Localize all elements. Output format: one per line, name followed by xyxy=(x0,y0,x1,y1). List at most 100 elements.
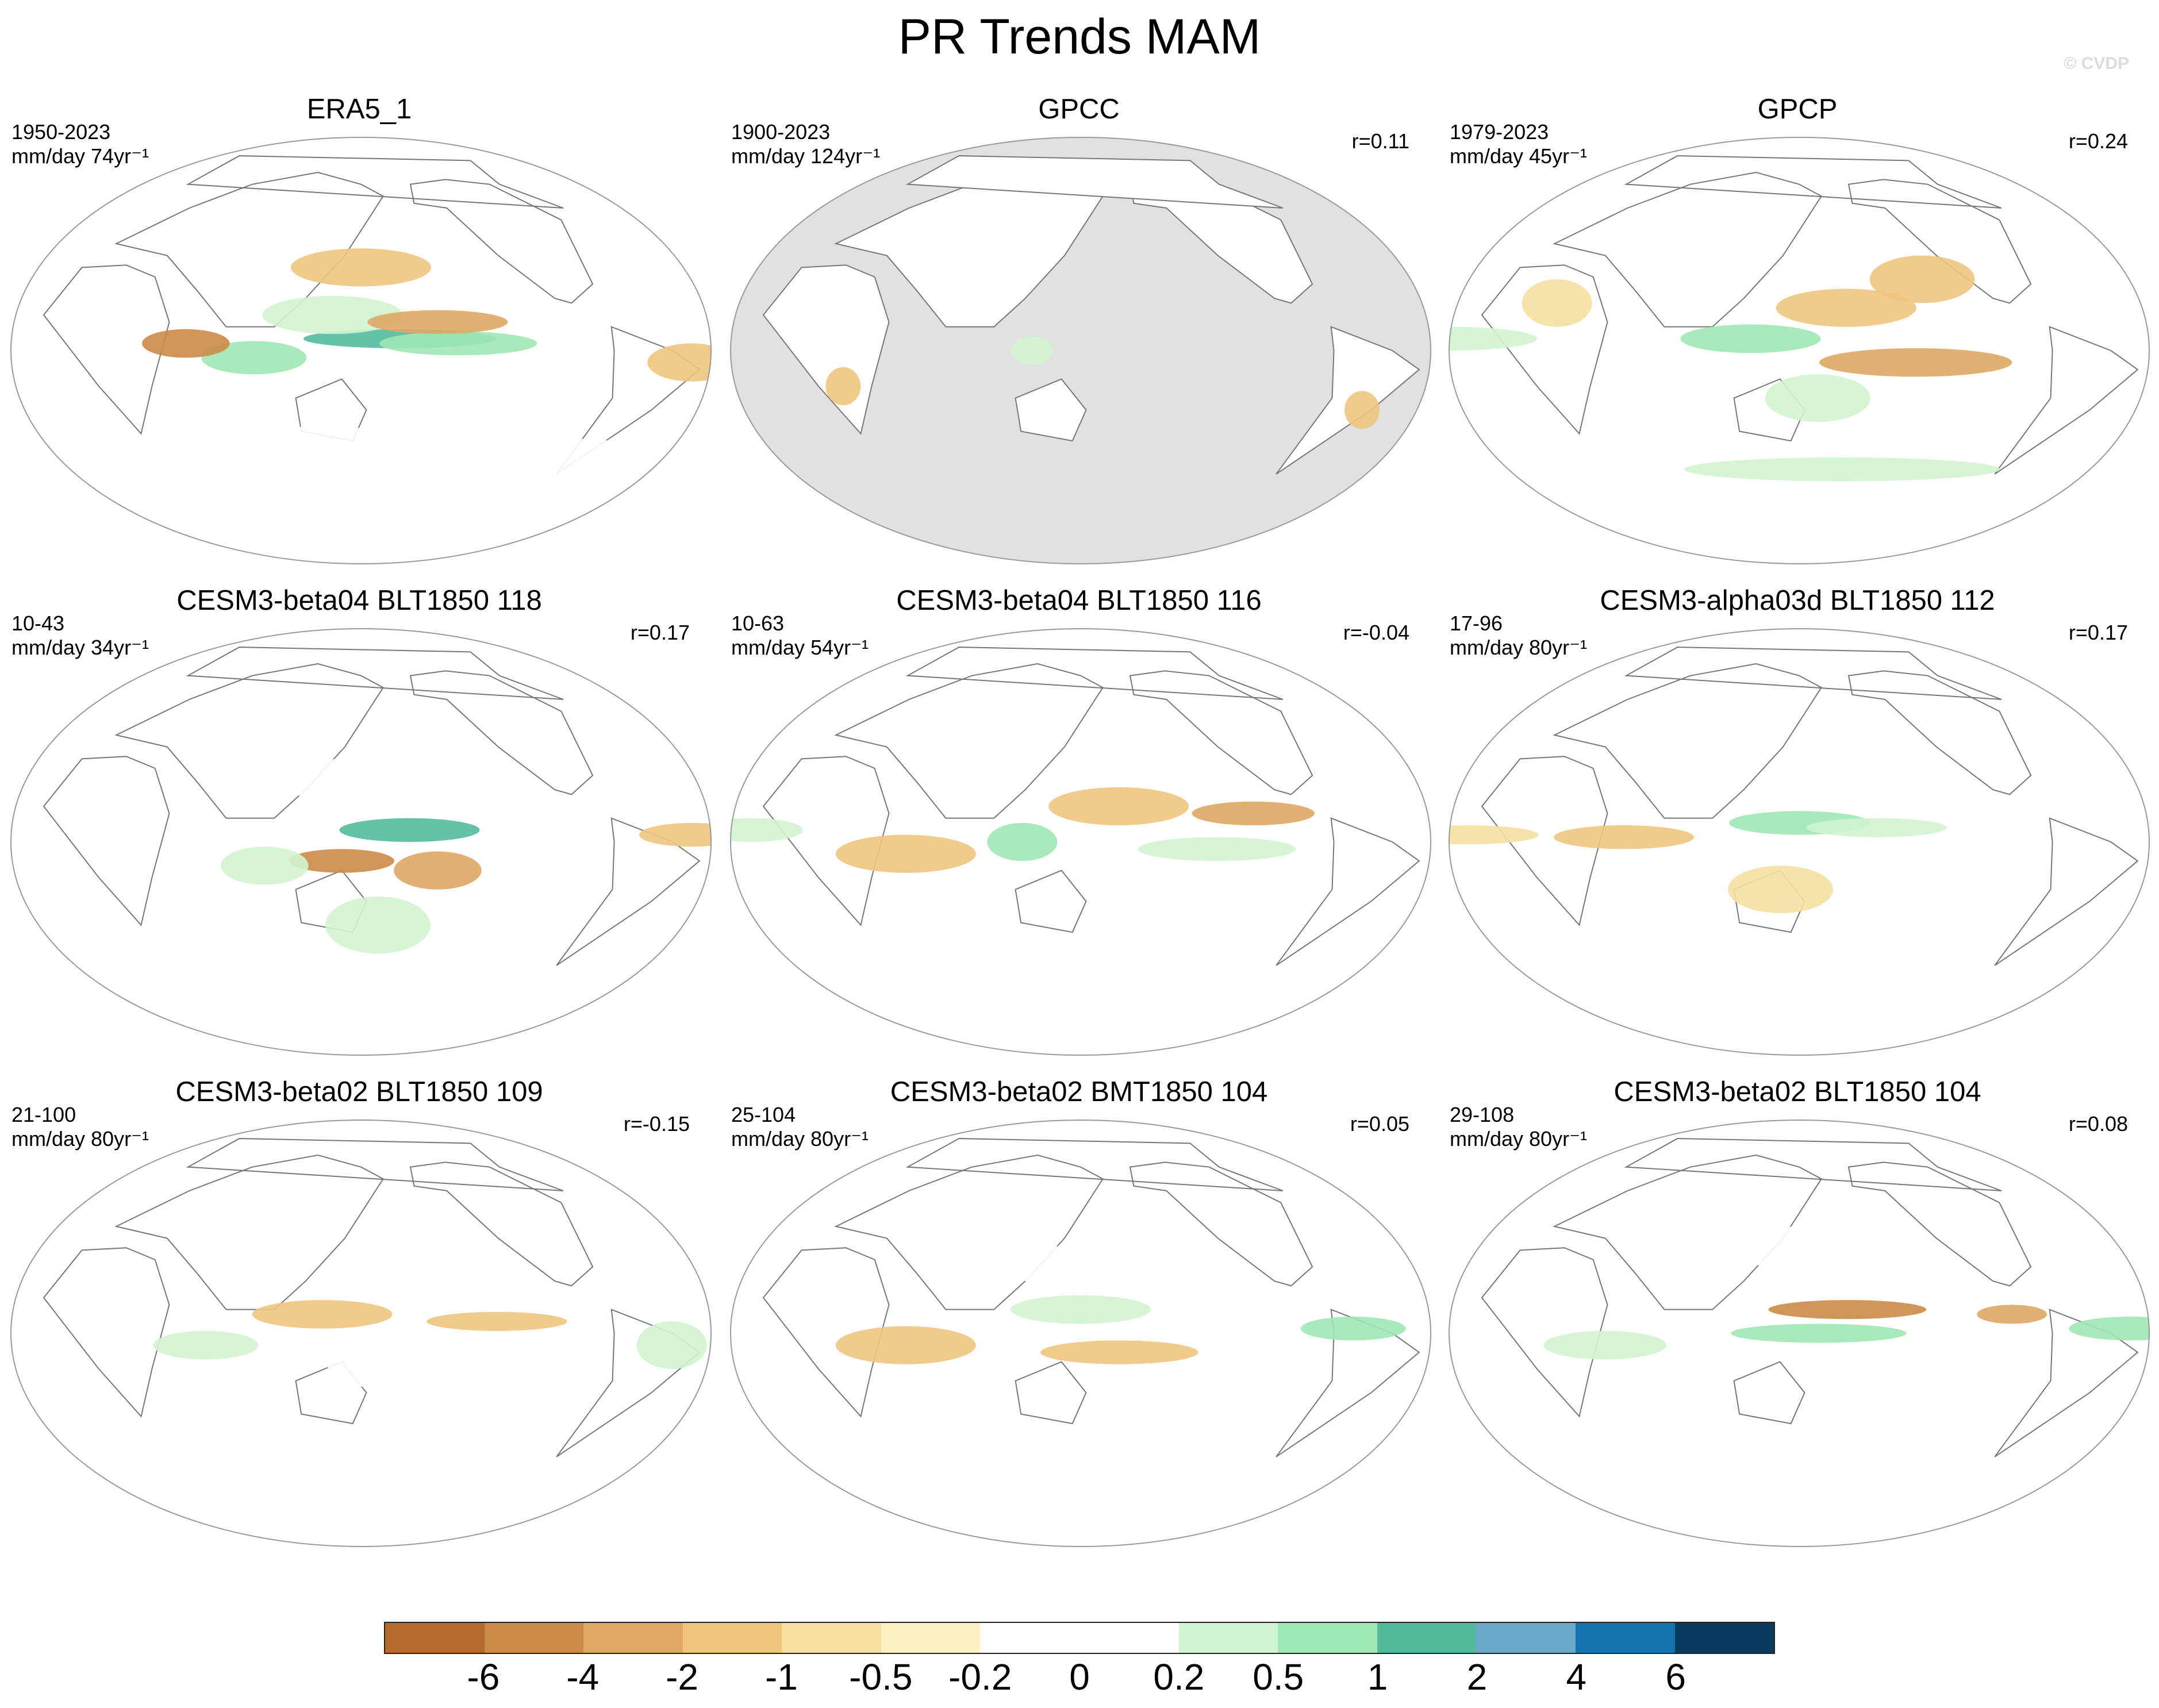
panel-correlation: r=0.05 xyxy=(1350,1112,1409,1136)
map-field xyxy=(730,628,1431,1056)
colorbar-box xyxy=(1178,1623,1278,1653)
panel-units: mm/day 34yr⁻¹ xyxy=(11,636,149,659)
continent-outline xyxy=(1276,1309,1420,1457)
trend-anomaly xyxy=(1680,324,1821,353)
continent-outline xyxy=(409,670,594,795)
colorbar-box xyxy=(1674,1623,1774,1653)
colorbar-tick-label: -0.2 xyxy=(948,1656,1012,1698)
trend-anomaly xyxy=(291,248,431,287)
trend-anomaly xyxy=(1449,825,1539,845)
map-field xyxy=(1449,137,2150,564)
map-field xyxy=(1449,628,2150,1056)
continent-outline xyxy=(905,1138,1284,1191)
copyright-watermark: © CVDP xyxy=(2064,54,2129,73)
panel-period: 10-63 xyxy=(731,611,785,635)
colorbar-box xyxy=(1476,1623,1576,1653)
continent-outline xyxy=(905,647,1284,700)
map-background xyxy=(10,137,712,564)
continent-outline xyxy=(1481,1247,1608,1418)
panel-period: 17-96 xyxy=(1450,611,1503,635)
trend-anomaly xyxy=(1300,1317,1406,1341)
trend-anomaly xyxy=(975,1242,1081,1282)
continent-outline xyxy=(1015,378,1087,442)
panel-correlation: r=0.17 xyxy=(2068,621,2128,644)
trend-anomaly xyxy=(379,331,537,356)
panel-period: 29-108 xyxy=(1450,1103,1515,1126)
trend-anomaly xyxy=(221,847,309,885)
globe-map xyxy=(10,1120,712,1547)
continent-outline xyxy=(1129,670,1313,795)
panel-correlation: r=0.24 xyxy=(2068,129,2128,153)
map-field xyxy=(730,1120,1431,1547)
trend-anomaly xyxy=(835,834,976,873)
panel-period: 1900-2023 xyxy=(731,120,831,144)
panel-correlation: r=0.08 xyxy=(2068,1112,2128,1136)
trend-anomaly xyxy=(1731,1324,1907,1343)
map-panel: GPCP 1979-2023 mm/day 45yr⁻¹ r=0.24 xyxy=(1438,92,2157,583)
panel-title: GPCP xyxy=(1757,94,1838,125)
trend-anomaly xyxy=(1765,374,1870,422)
trend-anomaly xyxy=(2069,1317,2150,1341)
globe-outline xyxy=(10,1120,712,1547)
map-panel: GPCC 1900-2023 mm/day 124yr⁻¹ r=0.11 xyxy=(720,92,1438,583)
map-field xyxy=(10,137,712,564)
globe-outline xyxy=(10,137,712,564)
continent-outline xyxy=(114,663,385,819)
continent-outline xyxy=(1129,1161,1313,1287)
colorbar-tick-label: -1 xyxy=(765,1656,798,1698)
panel-period: 25-104 xyxy=(731,1103,796,1126)
map-field xyxy=(1449,1120,2150,1547)
colorbar-box xyxy=(583,1623,683,1653)
map-background xyxy=(10,1120,712,1547)
colorbar-tick-label: 0.5 xyxy=(1253,1656,1304,1698)
trend-anomaly xyxy=(201,341,307,375)
map-panel: CESM3-beta04 BLT1850 116 10-63 mm/day 54yr… xyxy=(720,583,1438,1075)
trend-anomaly xyxy=(394,851,482,890)
panel-title: CESM3-beta02 BLT1850 104 xyxy=(1614,1076,1981,1107)
continent-outline xyxy=(43,1247,170,1418)
trend-anomaly xyxy=(1011,336,1053,365)
panel-title: CESM3-alpha03d BLT1850 112 xyxy=(1600,585,1995,616)
trend-anomaly xyxy=(647,343,712,382)
globe-outline xyxy=(730,1120,1431,1547)
trend-anomaly xyxy=(262,295,403,334)
continent-outline xyxy=(1553,663,1823,819)
colorbar-box xyxy=(1278,1623,1377,1653)
globe-outline xyxy=(1449,137,2150,564)
globe-map xyxy=(1449,1120,2150,1547)
trend-anomaly xyxy=(1040,1340,1198,1364)
continent-outline xyxy=(1015,1361,1087,1425)
colorbar-tick-label: -6 xyxy=(467,1656,500,1698)
map-panel: CESM3-beta02 BLT1850 109 21-100 mm/day 80y… xyxy=(0,1075,719,1566)
colorbar-tick-label: 4 xyxy=(1566,1656,1587,1698)
panel-correlation: r=-0.15 xyxy=(623,1112,690,1136)
globe-map xyxy=(730,137,1431,564)
trend-anomaly xyxy=(945,205,1016,234)
continent-outline xyxy=(409,1161,594,1287)
trend-anomaly xyxy=(153,1330,259,1360)
trend-anomaly xyxy=(289,849,394,873)
continent-outline xyxy=(905,155,1284,209)
continent-outline xyxy=(1624,1138,2002,1191)
colorbar-box xyxy=(1377,1623,1477,1653)
continent-outline xyxy=(1847,670,2032,795)
trend-anomaly xyxy=(86,455,262,484)
trend-anomaly xyxy=(825,367,861,406)
panel-correlation: r=-0.04 xyxy=(1343,621,1409,644)
panel-units: mm/day 74yr⁻¹ xyxy=(11,144,149,168)
trend-anomaly xyxy=(1684,457,2000,482)
trend-anomaly xyxy=(252,1300,393,1329)
continent-outline xyxy=(114,1154,385,1310)
panel-correlation: r=0.17 xyxy=(630,621,690,644)
figure-title: PR Trends MAM xyxy=(898,9,1261,64)
colorbar-tick-label: -4 xyxy=(566,1656,600,1698)
globe-map xyxy=(730,1120,1431,1547)
panel-units: mm/day 54yr⁻¹ xyxy=(731,636,869,659)
colorbar-box xyxy=(980,1623,1080,1653)
globe-outline xyxy=(730,137,1431,564)
trend-anomaly xyxy=(327,1349,433,1388)
continent-outline xyxy=(1733,1361,1805,1425)
trend-anomaly xyxy=(1011,1295,1151,1324)
globe-outline xyxy=(10,628,712,1056)
map-background xyxy=(1449,628,2150,1056)
